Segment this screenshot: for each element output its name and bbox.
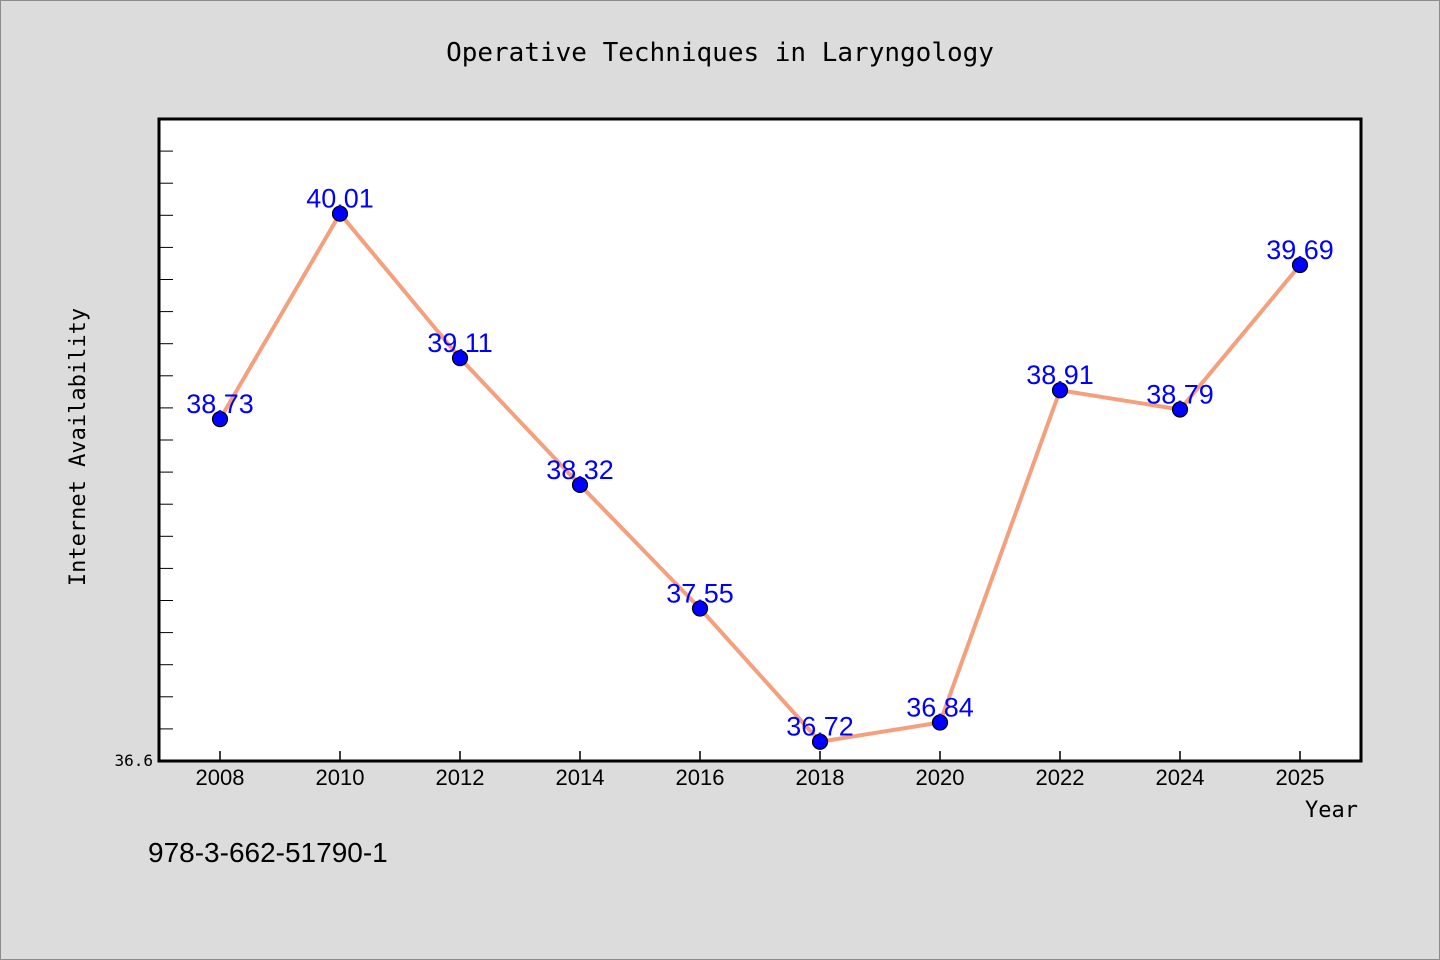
y-tick-label-min: 36.6 xyxy=(114,751,153,770)
x-tick-label: 2016 xyxy=(676,765,725,790)
x-tick-label: 2018 xyxy=(796,765,845,790)
data-point-marker xyxy=(451,350,469,367)
data-point-marker xyxy=(331,205,349,222)
x-tick-label: 2022 xyxy=(1036,765,1085,790)
x-axis-label: Year xyxy=(1305,798,1358,823)
data-point-marker xyxy=(1291,256,1309,274)
plot-area xyxy=(157,117,1363,763)
data-label: 38.73 xyxy=(186,389,254,419)
data-point-marker xyxy=(931,714,949,731)
data-point-marker xyxy=(811,733,829,750)
x-tick-label: 2008 xyxy=(196,765,245,790)
series-line-group xyxy=(218,211,1302,744)
x-axis-ticks: 2008 2010 2012 2014 2016 2018 2020 2022 2024 2025 xyxy=(196,751,1325,790)
data-label-group: 38.73 40.01 39.11 38.32 37.55 36.72 36.84 38.91… xyxy=(186,184,1334,742)
isbn-text: 978-3-662-51790-1 xyxy=(148,837,388,868)
data-label: 37.55 xyxy=(666,579,734,609)
x-tick-label: 2024 xyxy=(1156,765,1205,790)
y-axis-label: Internet Availability xyxy=(66,308,91,586)
data-point-marker xyxy=(571,476,589,494)
data-label: 40.01 xyxy=(306,184,374,214)
data-point-marker xyxy=(1051,382,1069,399)
x-tick-label: 2025 xyxy=(1276,765,1325,790)
x-tick-label: 2010 xyxy=(316,765,365,790)
data-label: 36.72 xyxy=(786,712,854,742)
data-point-marker xyxy=(691,600,709,617)
data-label: 36.84 xyxy=(906,692,974,722)
series-line xyxy=(218,211,1302,744)
x-tick-label: 2012 xyxy=(436,765,485,790)
x-tick-label: 2014 xyxy=(556,765,605,790)
series-marker-group xyxy=(211,205,1309,750)
data-label: 39.11 xyxy=(427,328,493,358)
y-axis-minor-ticks xyxy=(159,150,173,730)
data-label: 38.91 xyxy=(1026,360,1094,390)
data-point-marker xyxy=(211,411,229,428)
x-tick-label: 2020 xyxy=(916,765,965,790)
data-label: 38.32 xyxy=(546,455,614,485)
chart-title: Operative Techniques in Laryngology xyxy=(446,38,994,68)
data-label: 39.69 xyxy=(1266,235,1334,265)
data-point-marker xyxy=(1171,401,1189,418)
data-label: 38.79 xyxy=(1146,380,1214,410)
